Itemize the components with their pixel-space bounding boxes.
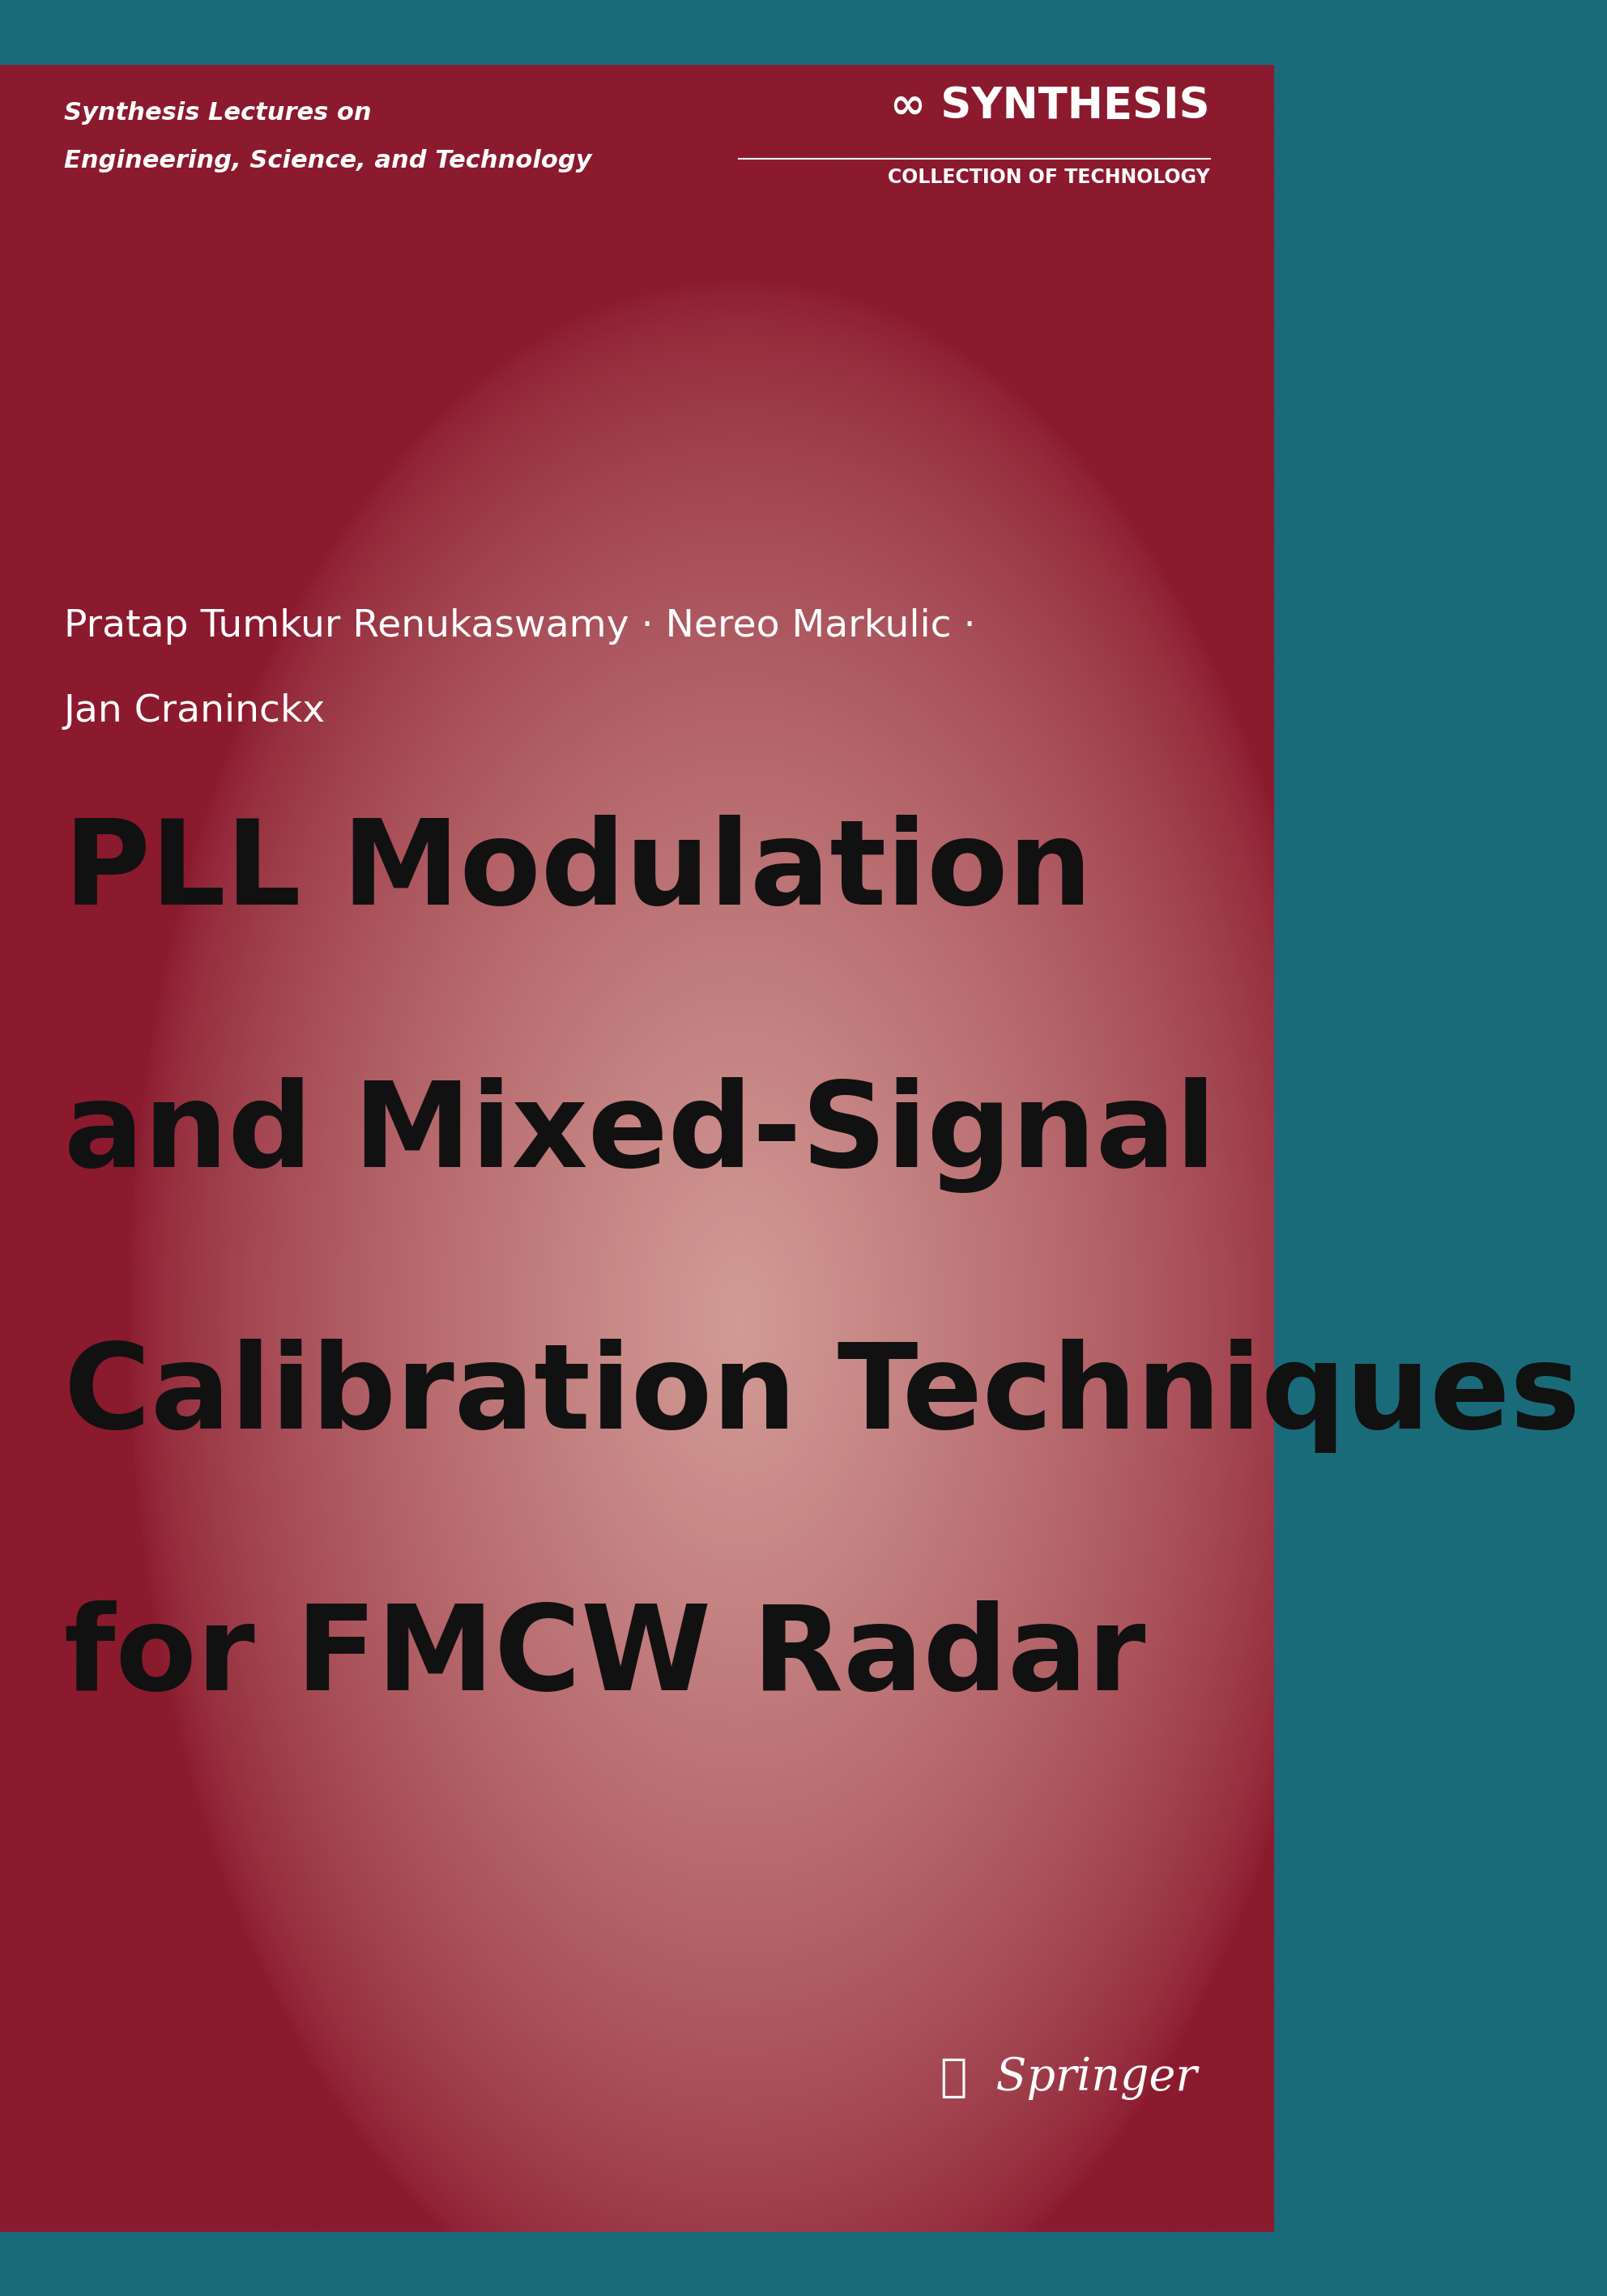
Text: Engineering, Science, and Technology: Engineering, Science, and Technology [64, 149, 591, 172]
Text: Calibration Techniques: Calibration Techniques [64, 1339, 1580, 1453]
Text: for FMCW Radar: for FMCW Radar [64, 1600, 1146, 1715]
Text: ♞  Springer: ♞ Springer [940, 2055, 1197, 2101]
Bar [0, 0, 1274, 64]
Text: ∞ SYNTHESIS: ∞ SYNTHESIS [890, 85, 1210, 126]
Text: PLL Modulation: PLL Modulation [64, 815, 1091, 930]
Text: Synthesis Lectures on: Synthesis Lectures on [64, 101, 371, 124]
Text: Jan Craninckx: Jan Craninckx [64, 693, 326, 730]
Text: Pratap Tumkur Renukaswamy · Nereo Markulic ·: Pratap Tumkur Renukaswamy · Nereo Markul… [64, 608, 975, 645]
Text: COLLECTION OF TECHNOLOGY: COLLECTION OF TECHNOLOGY [889, 168, 1210, 186]
Text: and Mixed-Signal: and Mixed-Signal [64, 1077, 1215, 1192]
Bar [0, 2232, 1274, 2296]
